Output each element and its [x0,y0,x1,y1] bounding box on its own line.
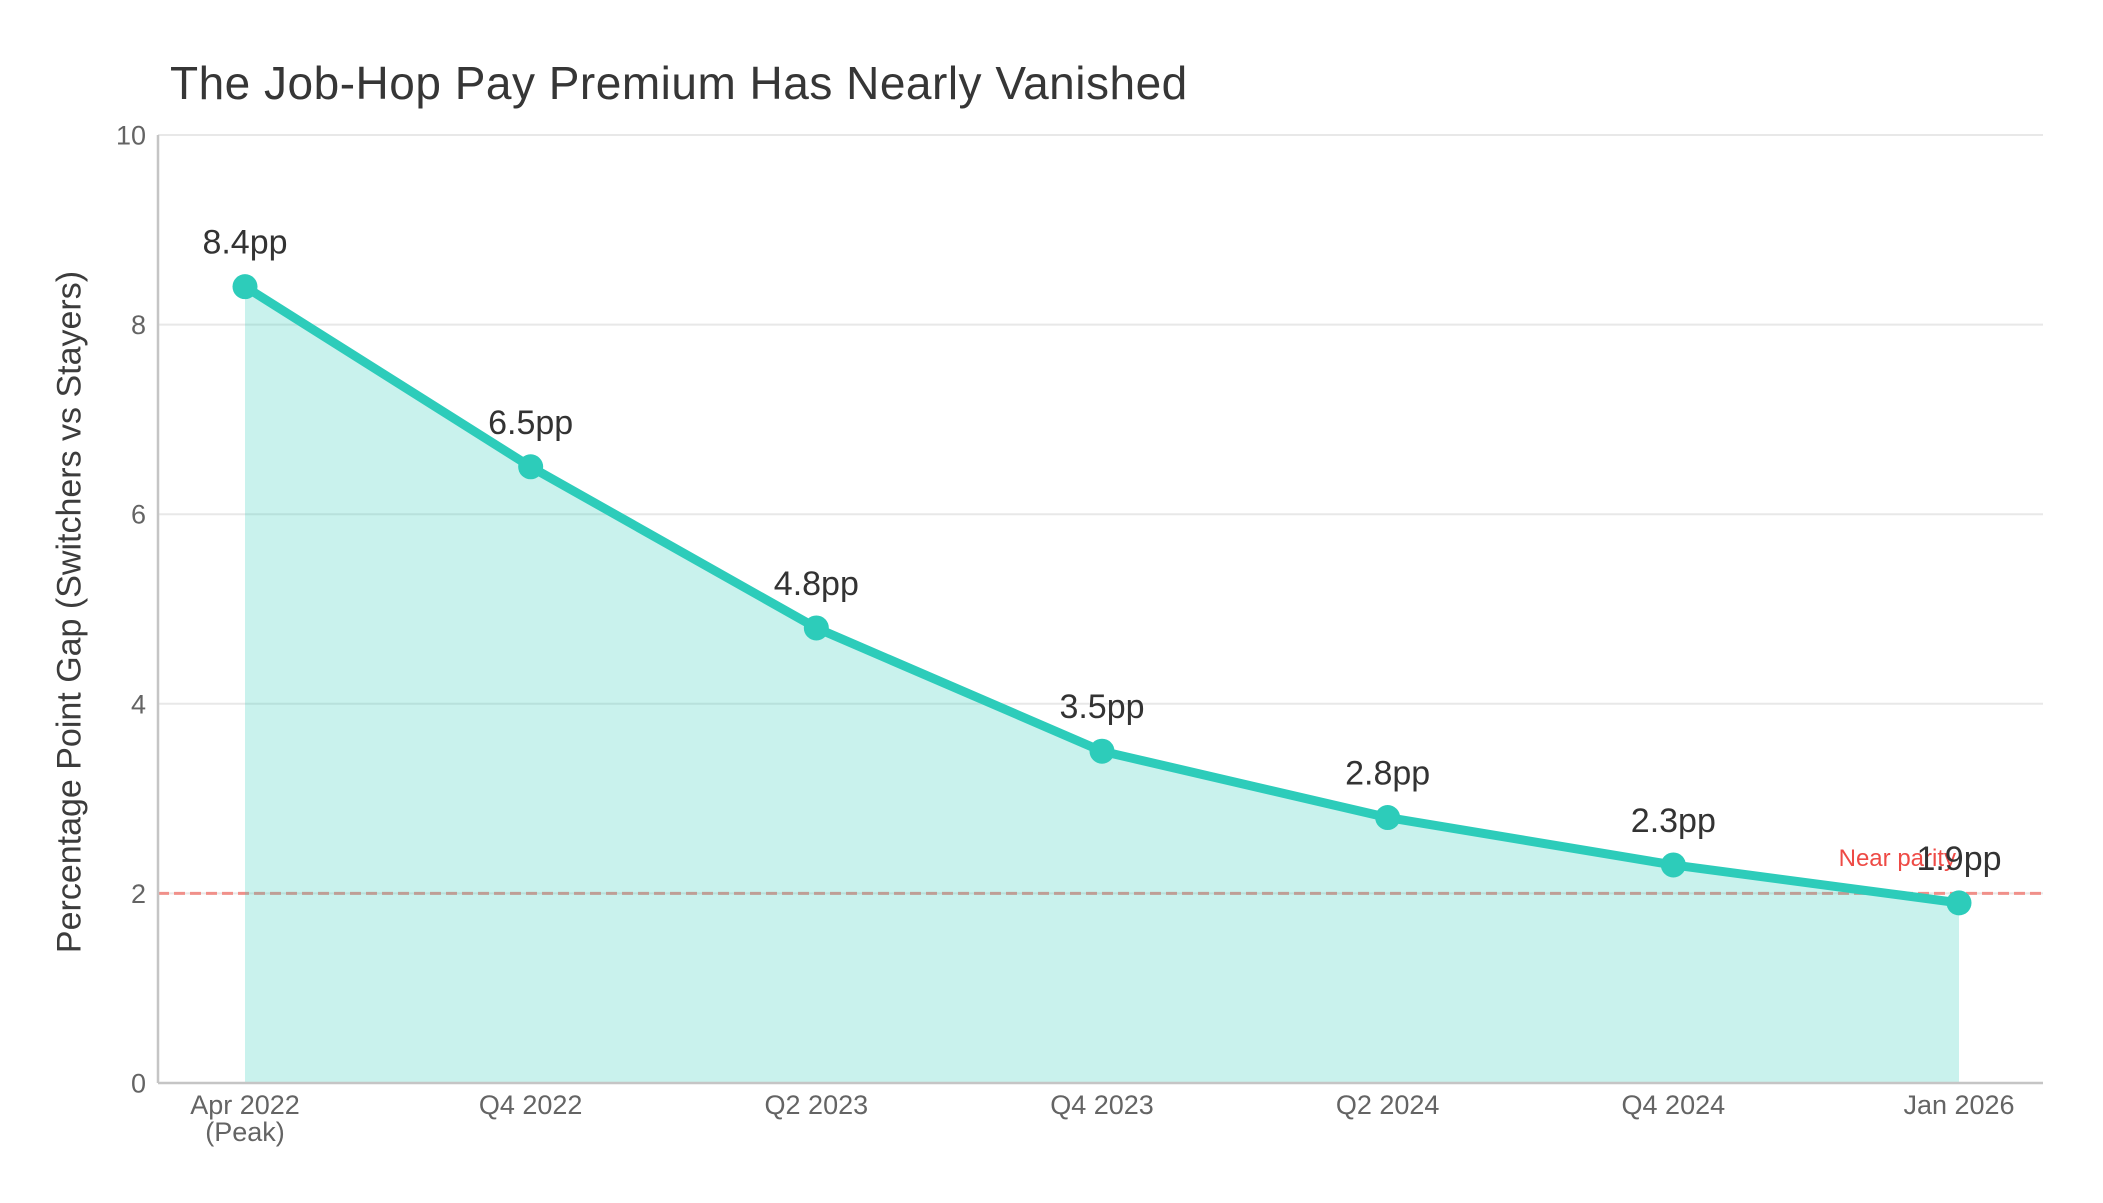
y-tick-label: 10 [116,121,146,151]
data-point-marker [803,615,829,641]
data-point-marker [1660,852,1686,878]
chart-title: The Job-Hop Pay Premium Has Nearly Vanis… [170,57,1188,109]
x-tick-label: Q4 2024 [1622,1090,1726,1120]
x-tick-label: Q4 2022 [479,1090,583,1120]
data-point-label: 2.8pp [1345,755,1430,793]
x-tick-label: Jan 2026 [1903,1090,2014,1120]
data-point-label: 1.9pp [1916,840,2001,878]
area-fill [245,286,1959,1083]
x-tick-label: Apr 2022 (Peak) [190,1090,300,1147]
data-point-label: 3.5pp [1059,688,1144,726]
y-tick-label: 2 [131,879,146,909]
data-point-marker [1375,805,1401,831]
data-point-marker [1946,890,1972,916]
y-tick-label: 6 [131,500,146,530]
data-point-label: 6.5pp [488,404,573,442]
data-point-marker [518,454,544,480]
y-tick-label: 4 [131,689,146,719]
x-tick-label: Q2 2024 [1336,1090,1440,1120]
data-point-marker [1089,738,1115,764]
parity-annotation: Near parity [1839,845,1956,872]
x-tick-label: Q2 2023 [765,1090,869,1120]
y-tick-label: 8 [131,310,146,340]
data-point-label: 2.3pp [1631,802,1716,840]
data-point-marker [232,274,258,300]
y-tick-label: 0 [131,1069,146,1099]
x-tick-label: Q4 2023 [1050,1090,1154,1120]
data-point-label: 4.8pp [774,565,859,603]
data-point-label: 8.4pp [202,224,287,262]
